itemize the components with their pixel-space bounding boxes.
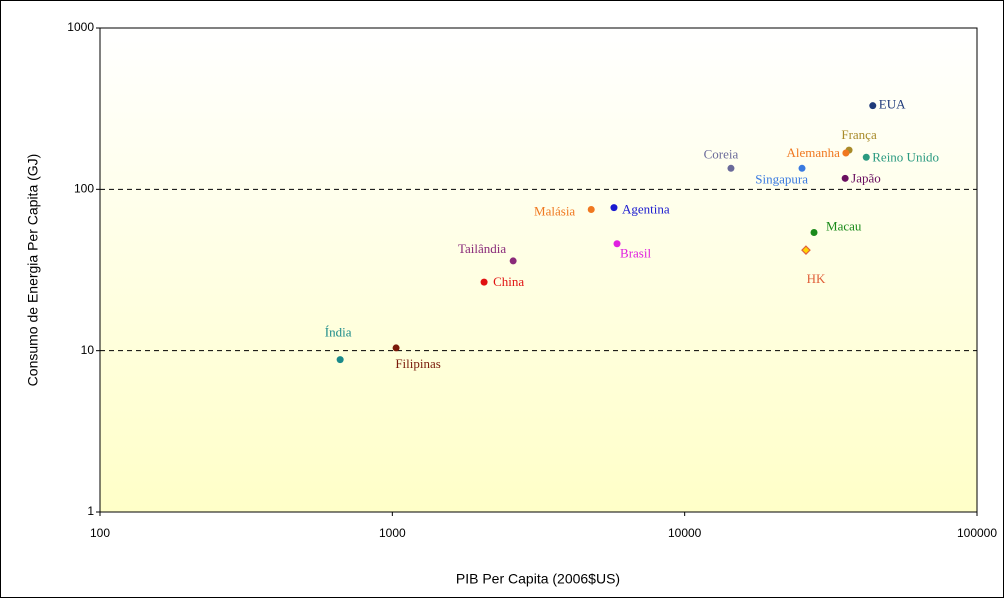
point xyxy=(613,240,621,248)
point xyxy=(841,174,849,182)
point-label: Tailândia xyxy=(458,241,506,256)
point xyxy=(392,344,400,352)
x-tick-label: 100 xyxy=(90,526,110,540)
point-label: Alemanha xyxy=(786,145,840,160)
point-label: Malásia xyxy=(534,203,575,218)
point-label: Agentina xyxy=(622,202,670,217)
point xyxy=(801,245,811,255)
point xyxy=(798,164,806,172)
point xyxy=(336,356,344,364)
x-tick-label: 10000 xyxy=(668,526,702,540)
point-label: Macau xyxy=(826,218,862,233)
plot-area xyxy=(99,27,978,513)
point-label: EUA xyxy=(879,97,906,112)
point-label: Singapura xyxy=(755,171,808,186)
point-label: Brasil xyxy=(620,246,651,261)
point xyxy=(842,149,850,157)
y-tick-label: 10 xyxy=(81,343,95,357)
point xyxy=(727,164,735,172)
point-label: Coreia xyxy=(704,146,739,161)
y-tick-label: 1 xyxy=(87,504,94,518)
point-label: Índia xyxy=(325,325,352,340)
x-tick-label: 100000 xyxy=(957,526,997,540)
point xyxy=(509,257,517,265)
point-label: França xyxy=(841,127,877,142)
point xyxy=(587,205,595,213)
x-axis-label: PIB Per Capita (2006$US) xyxy=(456,571,620,587)
point xyxy=(810,229,818,237)
y-tick-label: 1000 xyxy=(67,20,94,34)
point xyxy=(610,204,618,212)
point-label: Reino Unido xyxy=(872,149,939,164)
x-tick-label: 1000 xyxy=(379,526,406,540)
point xyxy=(862,153,870,161)
point-label: China xyxy=(493,274,524,289)
point xyxy=(480,278,488,286)
y-axis-label: Consumo de Energia Per Capita (GJ) xyxy=(25,154,41,387)
point-label: HK xyxy=(807,271,826,286)
point-label: Japão xyxy=(851,170,881,185)
point xyxy=(869,102,877,110)
y-tick-label: 100 xyxy=(74,182,94,196)
point-label: Filipinas xyxy=(395,356,441,371)
